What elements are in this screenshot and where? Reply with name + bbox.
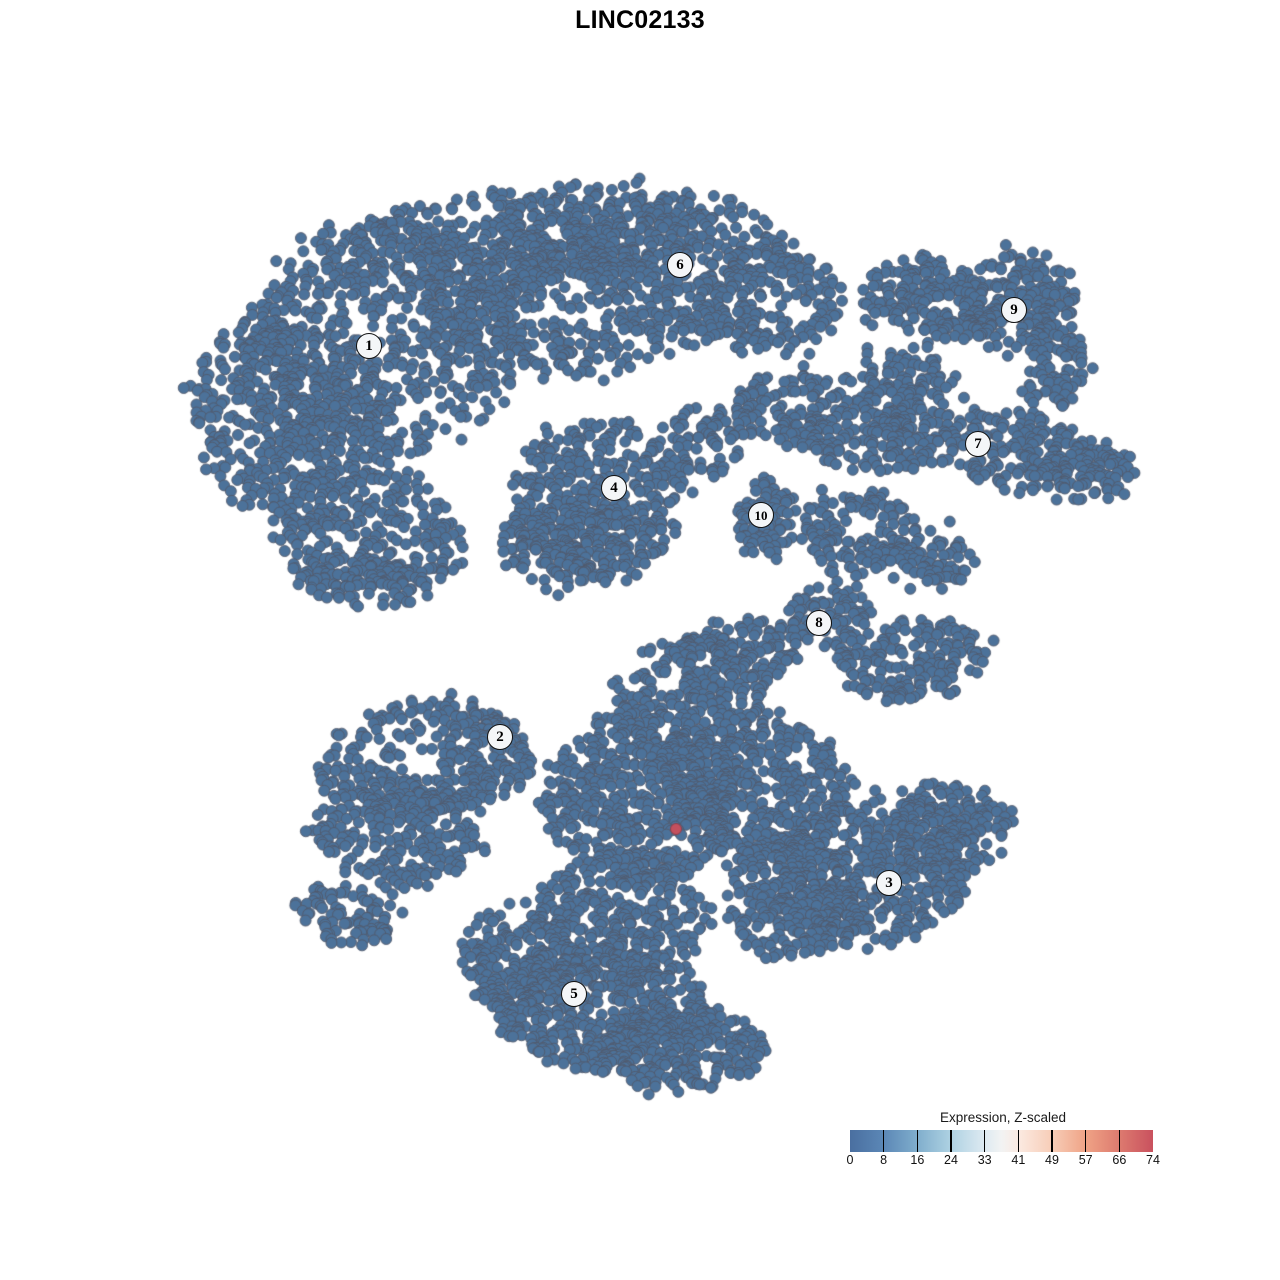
legend-tick-label: 74 [1146, 1153, 1160, 1167]
legend-tick-label: 24 [944, 1153, 958, 1167]
legend-tick-label: 66 [1112, 1153, 1127, 1167]
legend-tick-labels: 0 8 16 24 33 41 49 57 66 74 [846, 1153, 1160, 1169]
cluster-label-2[interactable]: 2 [487, 724, 513, 750]
legend-tick-mark [1017, 1130, 1020, 1152]
legend-tick-label: 57 [1078, 1153, 1093, 1167]
cluster-label-1[interactable]: 1 [356, 333, 382, 359]
legend-tick-label: 33 [977, 1153, 992, 1167]
legend-title: Expression, Z-scaled [939, 1110, 1067, 1125]
cluster-label-5[interactable]: 5 [561, 981, 587, 1007]
legend-tick-mark [1118, 1130, 1121, 1152]
legend-tick-mark [983, 1130, 986, 1152]
legend-tick-label: 49 [1045, 1153, 1059, 1167]
cluster-label-10[interactable]: 10 [748, 502, 774, 528]
legend-tick-mark [1051, 1130, 1053, 1152]
legend-tick-label: 41 [1011, 1153, 1026, 1167]
legend-tick-mark [1084, 1130, 1087, 1152]
cluster-label-6[interactable]: 6 [667, 252, 693, 278]
cluster-label-3[interactable]: 3 [876, 870, 902, 896]
cluster-label-7[interactable]: 7 [965, 431, 991, 457]
cluster-label-4[interactable]: 4 [601, 475, 627, 501]
legend-tick-label: 16 [910, 1153, 925, 1167]
legend-tick-label: 8 [880, 1153, 888, 1167]
legend-tick-label: 0 [846, 1153, 854, 1167]
cluster-label-9[interactable]: 9 [1001, 297, 1027, 323]
cluster-label-8[interactable]: 8 [806, 610, 832, 636]
legend-gradient-strip [850, 1130, 1153, 1152]
legend-tick-mark [882, 1130, 885, 1152]
legend-colorbar[interactable] [850, 1130, 1153, 1152]
legend-tick-mark [916, 1130, 919, 1152]
legend-tick-mark [950, 1130, 952, 1152]
expression-legend: Expression, Z-scaled 0 8 16 24 33 41 49 57 66 74 [843, 1110, 1163, 1172]
